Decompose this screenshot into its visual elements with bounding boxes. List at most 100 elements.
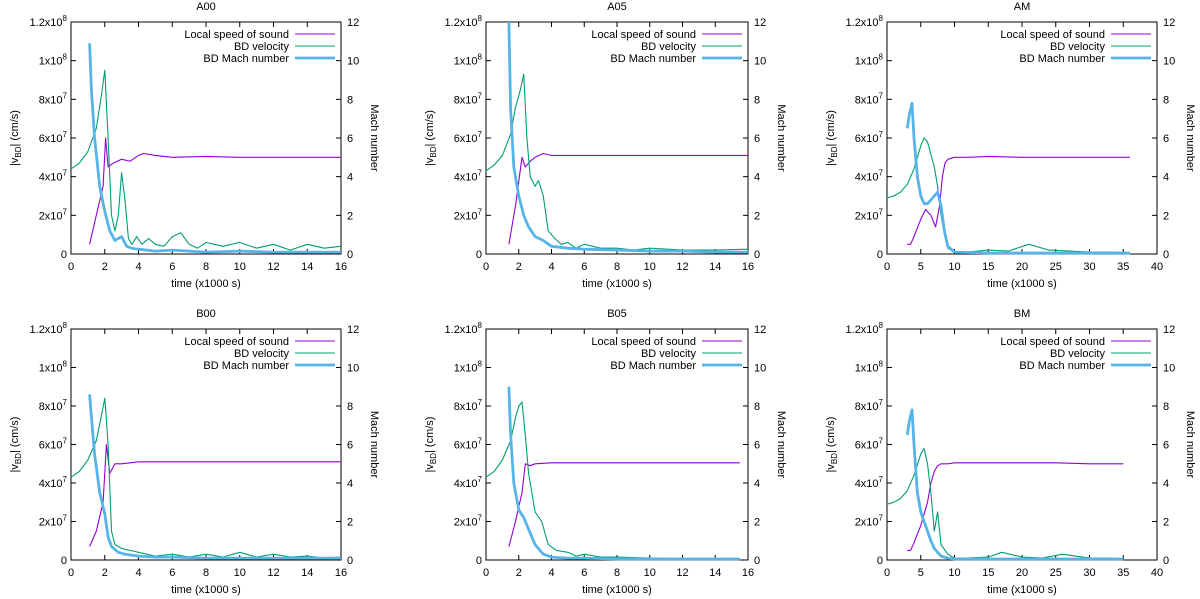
- series-local-speed-of-sound: [907, 462, 1124, 551]
- series-local-speed-of-sound: [89, 137, 341, 245]
- chart-title: B05: [607, 308, 627, 320]
- y2-tick-label: 4: [347, 172, 353, 184]
- y2-axis-label: Mach number: [775, 104, 787, 172]
- x-tick-label: 14: [301, 567, 313, 579]
- y2-tick-label: 10: [754, 56, 766, 68]
- series-local-speed-of-sound: [508, 462, 740, 547]
- series-local-speed-of-sound: [89, 443, 341, 547]
- legend-label: BD velocity: [1050, 348, 1106, 360]
- y-tick-label: 6x107: [39, 130, 68, 145]
- series-bd-velocity: [70, 69, 342, 251]
- y-tick-label: 6x107: [454, 437, 483, 452]
- x-axis-label: time (x1000 s): [987, 278, 1057, 290]
- series-bd-velocity: [485, 401, 740, 560]
- y-tick-label: 1.2x108: [846, 14, 884, 29]
- x-tick-label: 14: [709, 261, 721, 273]
- x-tick-label: 6: [581, 567, 587, 579]
- x-tick-label: 6: [169, 261, 175, 273]
- x-tick-label: 35: [1117, 261, 1129, 273]
- x-tick-label: 25: [1050, 261, 1062, 273]
- y-tick-label: 1x108: [39, 360, 68, 375]
- y2-axis-label: Mach number: [1184, 411, 1196, 479]
- y2-tick-label: 2: [347, 210, 353, 222]
- y2-tick-label: 10: [347, 56, 359, 68]
- y-tick-label: 4x107: [454, 475, 483, 490]
- y-axis-label: |vBD| (cm/s): [424, 417, 438, 473]
- y-tick-label: 2x107: [855, 514, 884, 529]
- y-tick-label: 8x107: [39, 91, 68, 106]
- y2-tick-label: 6: [1163, 133, 1169, 145]
- y2-tick-label: 8: [754, 401, 760, 413]
- y-tick-label: 1x108: [454, 53, 483, 68]
- y-tick-label: 6x107: [855, 437, 884, 452]
- y2-tick-label: 6: [347, 133, 353, 145]
- y2-tick-label: 6: [754, 440, 760, 452]
- y-tick-label: 1.2x108: [846, 321, 884, 336]
- y2-tick-label: 4: [1163, 172, 1169, 184]
- y-tick-label: 0: [476, 555, 482, 567]
- series-bd-velocity: [485, 73, 749, 251]
- y-tick-label: 1x108: [454, 360, 483, 375]
- y2-tick-label: 8: [1163, 401, 1169, 413]
- x-tick-label: 14: [709, 567, 721, 579]
- series-bd-mach-number: [905, 101, 1130, 255]
- y2-tick-label: 4: [754, 172, 760, 184]
- y2-tick-label: 12: [1163, 324, 1175, 336]
- y-tick-label: 1x108: [39, 53, 68, 68]
- y2-tick-label: 12: [1163, 17, 1175, 29]
- x-axis-label: time (x1000 s): [582, 278, 652, 290]
- y2-tick-label: 12: [347, 17, 359, 29]
- y2-tick-label: 8: [347, 94, 353, 106]
- x-tick-label: 10: [948, 567, 960, 579]
- y-tick-label: 8x107: [855, 91, 884, 106]
- x-tick-label: 12: [676, 567, 688, 579]
- x-tick-label: 16: [742, 261, 754, 273]
- y2-tick-label: 4: [754, 478, 760, 490]
- legend-label: BD velocity: [641, 348, 697, 360]
- legend-label: BD Mach number: [203, 360, 289, 372]
- legend-label: BD Mach number: [610, 360, 696, 372]
- x-axis-label: time (x1000 s): [171, 584, 241, 596]
- x-tick-label: 10: [644, 567, 656, 579]
- y2-tick-label: 10: [1163, 56, 1175, 68]
- legend-label: Local speed of sound: [1000, 29, 1105, 41]
- y2-tick-label: 2: [1163, 517, 1169, 529]
- x-tick-label: 30: [1083, 261, 1095, 273]
- y2-tick-label: 0: [347, 555, 353, 567]
- y2-tick-label: 2: [754, 210, 760, 222]
- x-tick-label: 0: [884, 261, 890, 273]
- legend-label: Local speed of sound: [591, 29, 696, 41]
- y2-tick-label: 2: [754, 517, 760, 529]
- y2-tick-label: 12: [347, 324, 359, 336]
- x-tick-label: 8: [614, 261, 620, 273]
- y-tick-label: 4x107: [39, 169, 68, 184]
- y2-tick-label: 4: [1163, 478, 1169, 490]
- series-bd-mach-number: [905, 408, 1124, 561]
- chart-title: BM: [1014, 308, 1031, 320]
- y-tick-label: 0: [877, 249, 883, 261]
- y2-tick-label: 6: [754, 133, 760, 145]
- y-tick-label: 1.2x108: [30, 14, 68, 29]
- y2-tick-label: 0: [754, 249, 760, 261]
- y2-tick-label: 12: [754, 324, 766, 336]
- legend-label: BD velocity: [1050, 41, 1106, 53]
- y-axis-label: |vBD| (cm/s): [825, 110, 839, 166]
- chart-title: AM: [1014, 1, 1031, 13]
- y-tick-label: 0: [476, 249, 482, 261]
- x-tick-label: 10: [234, 261, 246, 273]
- y-tick-label: 2x107: [39, 207, 68, 222]
- x-tick-label: 2: [516, 261, 522, 273]
- legend-label: Local speed of sound: [184, 29, 289, 41]
- y2-tick-label: 8: [1163, 94, 1169, 106]
- y-tick-label: 1x108: [855, 53, 884, 68]
- y2-tick-label: 12: [754, 17, 766, 29]
- x-tick-label: 16: [335, 261, 347, 273]
- y-tick-label: 4x107: [855, 169, 884, 184]
- y-tick-label: 0: [877, 555, 883, 567]
- y2-tick-label: 8: [347, 401, 353, 413]
- y2-tick-label: 2: [1163, 210, 1169, 222]
- y-tick-label: 4x107: [39, 475, 68, 490]
- x-tick-label: 6: [581, 261, 587, 273]
